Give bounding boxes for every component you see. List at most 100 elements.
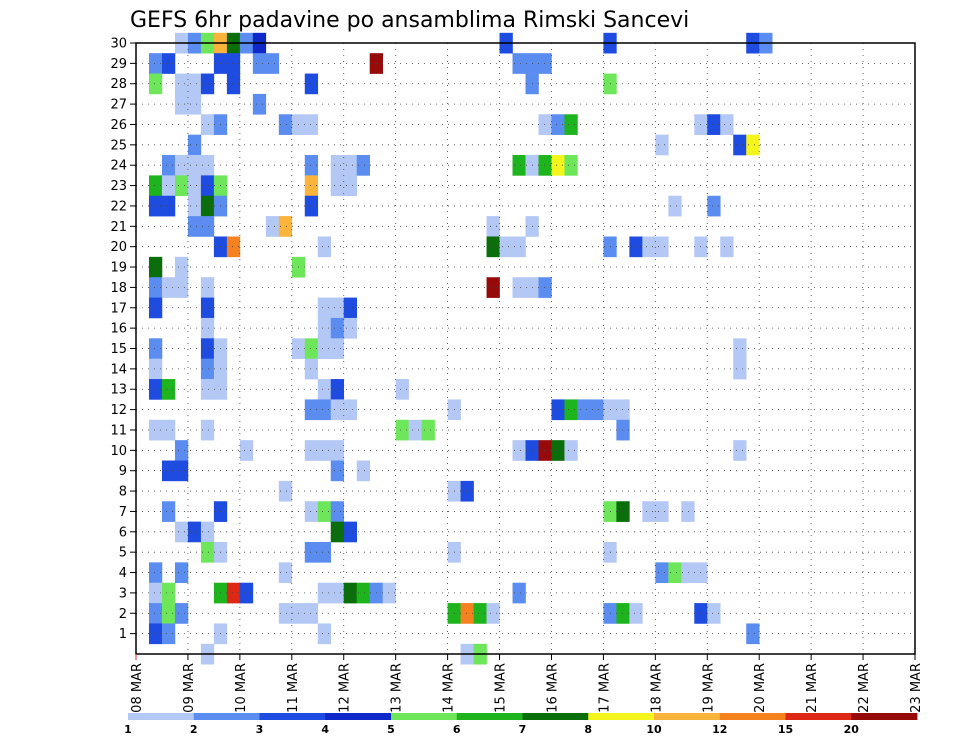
colorbar-label: 15 — [778, 723, 793, 736]
heatmap-cell — [512, 155, 526, 176]
y-tick-label: 29 — [110, 57, 127, 72]
heatmap-cell — [200, 297, 215, 319]
heatmap-cell — [642, 236, 656, 258]
heatmap-cell — [317, 338, 332, 359]
heatmap-cell — [161, 460, 176, 482]
heatmap-cell — [538, 155, 552, 176]
heatmap-cell — [460, 603, 474, 624]
heatmap-cell — [187, 93, 202, 115]
heatmap-cell — [304, 195, 319, 217]
y-tick-label: 20 — [110, 240, 127, 255]
heatmap-cell — [655, 562, 669, 584]
heatmap-cell — [421, 419, 435, 441]
heatmap-cell — [655, 236, 669, 258]
heatmap-cell — [486, 236, 500, 258]
heatmap-cell — [200, 379, 215, 400]
y-tick-label: 25 — [110, 138, 127, 153]
heatmap-cell — [330, 297, 345, 319]
y-tick-label: 6 — [119, 525, 127, 540]
heatmap-cell — [395, 379, 409, 400]
heatmap-cell — [148, 53, 163, 74]
colorbar-segment — [719, 713, 786, 720]
heatmap-cell — [174, 73, 189, 95]
heatmap-cell — [356, 155, 370, 176]
heatmap-cell — [278, 114, 293, 135]
heatmap-cell — [200, 521, 215, 543]
heatmap-cell — [317, 541, 332, 563]
heatmap-cell — [460, 480, 474, 502]
y-tick-label: 13 — [110, 383, 127, 398]
heatmap-cell — [200, 277, 215, 298]
heatmap-cell — [733, 358, 747, 380]
heatmap-cell — [330, 501, 345, 522]
heatmap-cell — [304, 399, 319, 421]
heatmap-cell — [226, 73, 241, 95]
x-tick-label: 21 MAR — [805, 663, 820, 713]
colorbar-label: 6 — [453, 723, 461, 736]
colorbar-segment — [851, 713, 918, 720]
heatmap-cell — [564, 155, 578, 176]
colorbar-segment — [456, 713, 523, 720]
heatmap-cell — [278, 562, 293, 584]
heatmap-cell — [629, 603, 643, 624]
colorbar-segment — [259, 713, 326, 720]
heatmap-cell — [200, 195, 215, 217]
x-tick-label: 13 MAR — [390, 663, 405, 713]
heatmap-cell — [629, 236, 643, 258]
heatmap-cell — [317, 623, 332, 645]
y-tick-label: 14 — [110, 362, 127, 377]
heatmap-cell — [512, 582, 526, 604]
y-tick-label: 10 — [110, 444, 127, 459]
y-tick-label: 27 — [110, 98, 127, 113]
heatmap-cell — [317, 440, 332, 461]
heatmap-cell — [174, 93, 189, 115]
heatmap-cell — [148, 419, 163, 441]
heatmap-cell — [148, 562, 163, 584]
colorbar-label: 3 — [256, 723, 264, 736]
heatmap-cell — [681, 501, 695, 522]
heatmap-cell — [161, 379, 176, 400]
heatmap-cell — [655, 134, 669, 156]
heatmap-cell — [330, 317, 345, 339]
heatmap-cell — [642, 501, 656, 522]
heatmap-cell — [161, 501, 176, 522]
heatmap-cell — [200, 155, 215, 176]
heatmap-cell — [343, 175, 358, 197]
y-axis: 1234567891011121314151617181920212223242… — [110, 37, 136, 642]
heatmap-cell — [304, 603, 319, 624]
heatmap-cell — [343, 399, 358, 421]
y-tick-label: 30 — [110, 37, 127, 52]
heatmap-cell — [538, 440, 552, 461]
heatmap-cell — [187, 175, 202, 197]
heatmap-cell — [551, 440, 565, 461]
heatmap-cell — [304, 338, 319, 359]
heatmap-cell — [174, 562, 189, 584]
heatmap-cell — [317, 399, 332, 421]
heatmap-cell — [330, 379, 345, 400]
heatmap-cell — [304, 541, 319, 563]
heatmap-cell — [148, 195, 163, 217]
heatmap-cell — [174, 256, 189, 278]
heatmap-cell — [330, 399, 345, 421]
heatmap-cell — [174, 460, 189, 482]
heatmap-cell — [330, 521, 345, 543]
heatmap-cell — [187, 195, 202, 217]
heatmap-cell — [148, 297, 163, 319]
y-tick-label: 8 — [119, 485, 127, 500]
heatmap-cell — [317, 582, 332, 604]
x-tick-label: 19 MAR — [701, 663, 716, 713]
heatmap-cell — [668, 562, 682, 584]
colorbar-label: 4 — [321, 723, 329, 736]
heatmap-cell — [551, 155, 565, 176]
colorbar-segment — [391, 713, 458, 720]
y-tick-label: 15 — [110, 342, 127, 357]
heatmap-cell — [174, 155, 189, 176]
heatmap-cell — [200, 73, 215, 95]
y-tick-label: 18 — [110, 281, 127, 296]
y-tick-label: 19 — [110, 261, 127, 276]
x-tick-label: 08 MAR — [130, 663, 145, 713]
heatmap-cell — [304, 73, 319, 95]
x-tick-label: 12 MAR — [338, 663, 353, 713]
heatmap-cell — [616, 603, 630, 624]
y-tick-label: 7 — [119, 505, 127, 520]
